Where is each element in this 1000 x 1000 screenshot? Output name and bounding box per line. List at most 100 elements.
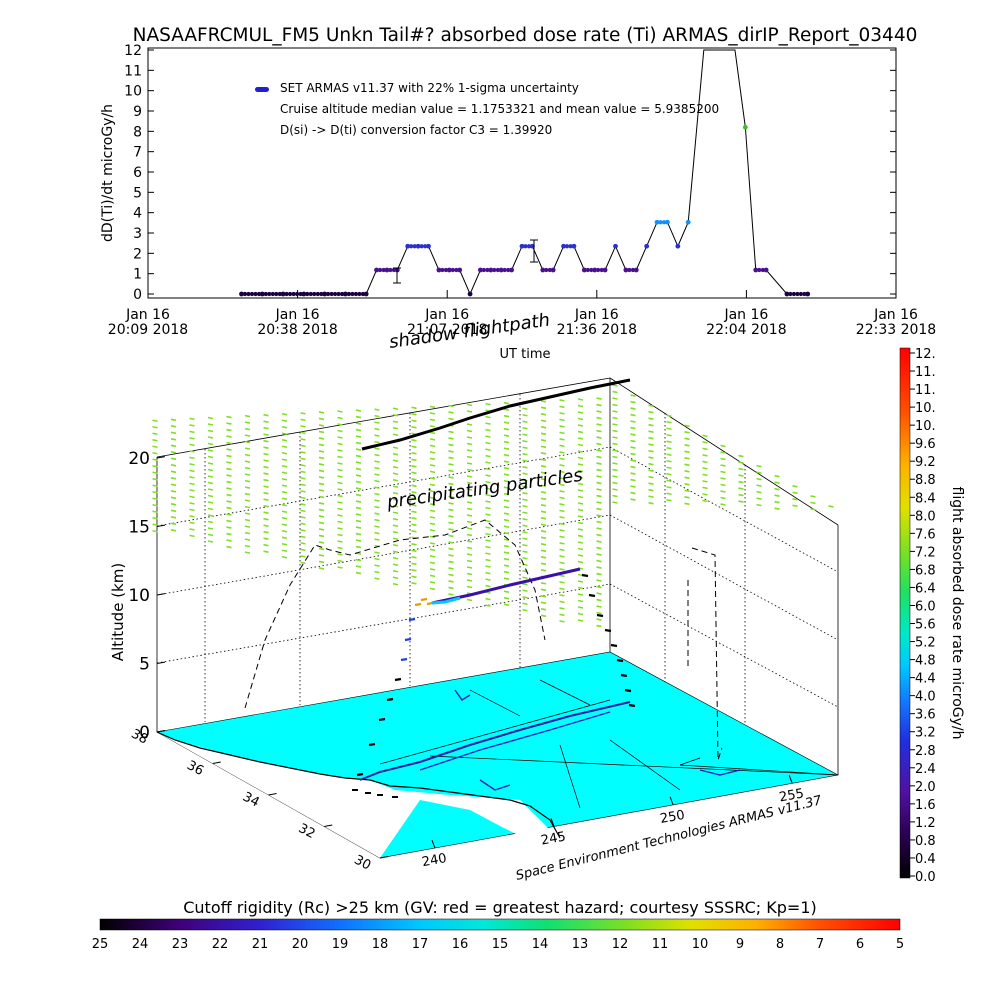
precip-particle <box>720 470 726 474</box>
flight-path-marker <box>356 772 364 777</box>
precip-particle <box>263 478 269 482</box>
precip-particle <box>300 542 306 545</box>
precip-particle <box>170 444 177 448</box>
precip-particle <box>503 473 510 476</box>
colorbar-tick-label: 9.6 <box>915 437 936 452</box>
precip-particle <box>577 612 584 616</box>
data-point <box>791 291 797 297</box>
data-point <box>391 267 396 273</box>
precip-particle <box>374 551 380 554</box>
rigidity-tick-label: 8 <box>776 937 784 952</box>
precip-particle <box>300 483 306 487</box>
data-point <box>253 291 258 297</box>
data-point <box>623 267 629 273</box>
precip-particle <box>429 483 436 487</box>
precip-particle <box>702 473 708 477</box>
latitude-tick-mark <box>212 761 221 764</box>
precip-particle <box>374 564 380 567</box>
data-point <box>495 267 500 273</box>
rigidity-tick-label: 22 <box>212 937 229 952</box>
precip-particle <box>559 509 565 513</box>
data-point <box>363 291 369 297</box>
precip-particle <box>281 451 288 455</box>
precip-particle <box>244 440 251 444</box>
flight-path-marker <box>368 742 376 747</box>
data-point <box>426 243 431 249</box>
precip-particle <box>374 447 380 450</box>
data-point <box>259 291 265 297</box>
precip-particle <box>318 437 325 440</box>
precip-particle <box>540 595 547 598</box>
z-tick-label: 0 <box>139 723 150 743</box>
colorbar-tick-label: 8.0 <box>915 509 936 524</box>
precip-particle <box>596 592 602 595</box>
precip-particle <box>756 497 762 500</box>
data-point <box>662 220 667 225</box>
data-point <box>568 244 573 249</box>
longitude-ticks: 240 245 250 255 <box>421 775 805 870</box>
precip-particle <box>503 518 510 522</box>
precip-particle <box>577 456 584 460</box>
precip-particle <box>648 475 654 479</box>
precip-particle <box>448 534 454 538</box>
y-tick-label: 3 <box>133 226 142 242</box>
precip-particle <box>429 464 436 467</box>
precip-particle <box>485 506 491 510</box>
data-point <box>384 267 390 273</box>
precip-particle <box>226 519 232 523</box>
precip-particle <box>337 410 343 413</box>
precip-particle <box>738 500 744 503</box>
precip-particle <box>300 457 306 461</box>
grid-line <box>156 446 611 527</box>
data-point <box>409 244 414 249</box>
precip-particle <box>666 466 672 470</box>
precip-particle <box>411 562 417 566</box>
precip-particle <box>355 480 362 484</box>
precip-particle <box>522 472 528 476</box>
data-point <box>263 291 268 297</box>
precip-particle <box>374 414 380 418</box>
precip-particle <box>263 550 269 553</box>
precip-particle <box>485 474 491 477</box>
precip-particle <box>411 543 417 546</box>
precip-particle <box>612 442 618 446</box>
precip-particle <box>577 430 584 434</box>
precip-particle <box>392 413 399 417</box>
precip-particle <box>318 528 325 531</box>
precip-particle <box>152 432 158 436</box>
precip-particle <box>540 601 547 605</box>
precip-particle <box>392 426 399 430</box>
precip-particle <box>337 442 343 446</box>
precip-particle <box>540 517 547 520</box>
precip-particle <box>666 414 672 418</box>
precip-particle <box>448 456 454 460</box>
precip-particle <box>612 429 618 433</box>
precip-particle <box>630 472 636 475</box>
precip-particle <box>503 596 510 600</box>
colorbar-tick-label: 4.0 <box>915 690 936 705</box>
precip-particle <box>596 533 602 537</box>
three-d-panel: shadow flightpath precipitating particle… <box>109 310 839 884</box>
precip-particle <box>337 429 343 433</box>
precip-particle <box>392 420 399 424</box>
data-point <box>333 291 338 297</box>
precip-particle <box>774 494 780 498</box>
precip-particle <box>559 405 565 409</box>
precip-particle <box>226 526 232 529</box>
precip-particle <box>596 436 602 439</box>
precip-particle <box>540 504 547 507</box>
precip-particle <box>337 527 343 530</box>
precip-particle <box>392 491 399 495</box>
data-point <box>523 244 528 249</box>
precip-particle <box>596 488 602 491</box>
precip-particle <box>630 413 636 417</box>
precip-particle <box>596 553 602 556</box>
precip-particle <box>756 503 762 507</box>
ocean-region <box>157 732 560 858</box>
precip-particle <box>666 453 672 457</box>
precip-particle <box>392 563 399 567</box>
precip-particle <box>152 445 158 449</box>
colorbar-tick-label: 5.6 <box>915 618 936 633</box>
data-point <box>295 291 300 297</box>
data-point <box>256 291 262 297</box>
